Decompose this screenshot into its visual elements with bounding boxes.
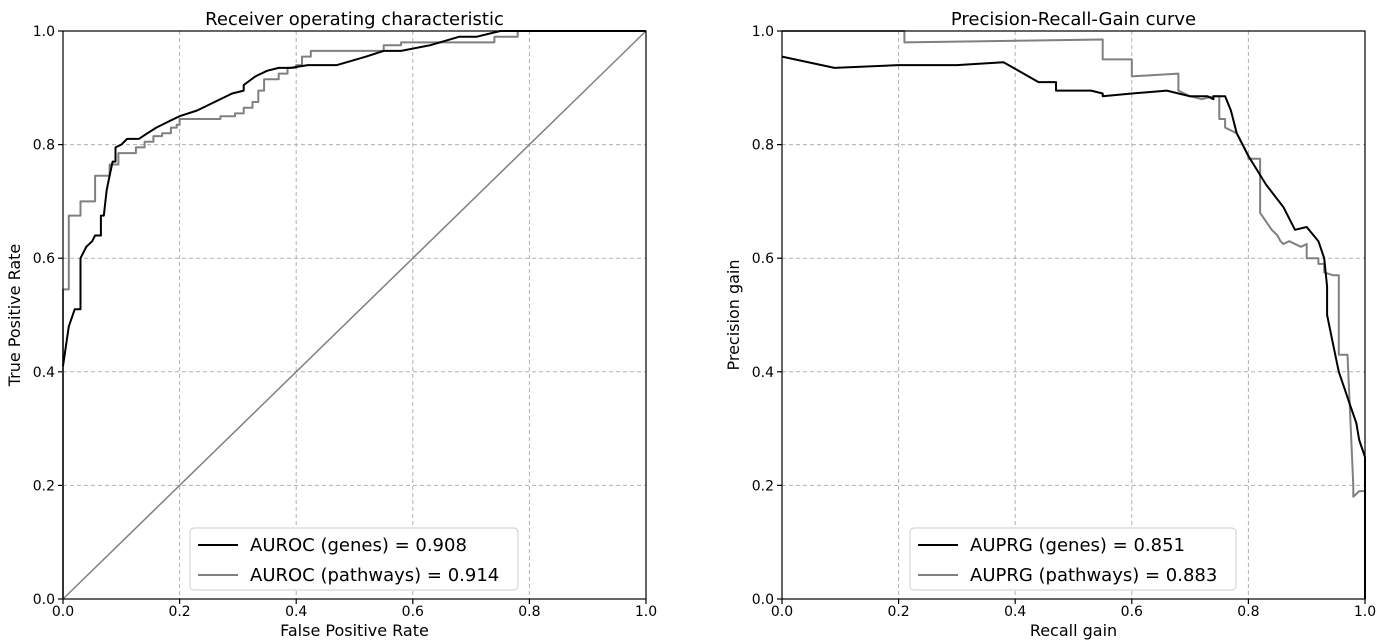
y-tick-label: 0.8 [752,138,774,154]
y-tick-label: 0.8 [33,138,55,154]
legend-label: AUROC (genes) = 0.908 [250,535,467,556]
x-axis-label: False Positive Rate [280,621,429,640]
chart-panel-2: 0.0 0.2 0.4 0.6 0.8 1.0 0.0 0.2 0.4 0.6 0.8 1.0 Prec… [724,9,1376,640]
y-tick-label: 0.6 [752,251,774,267]
chart-title: Receiver operating characteristic [205,9,504,30]
series-line-genes [781,55,1366,599]
plot-area [782,31,1365,599]
legend-label: AUPRG (genes) = 0.851 [970,535,1185,556]
y-tick-label: 0.4 [752,365,774,381]
series-line-pathways [782,30,1366,599]
x-tick-label: 1.0 [635,604,657,620]
series-line-genes [62,30,646,367]
y-tick-label: 0.2 [752,478,774,494]
legend-box [189,527,519,591]
plot-frame [62,30,647,600]
y-tick-label: 0.6 [33,251,55,267]
x-tick-label: 0.0 [771,604,793,620]
legend-label: AUPRG (pathways) = 0.883 [970,565,1217,586]
y-tick-label: 1.0 [752,24,774,40]
x-tick-label: 0.2 [887,604,909,620]
legend-box [909,527,1237,591]
y-tick-label: 0.2 [33,478,55,494]
legend: AUROC (genes) = 0.908 AUROC (pathways) = … [189,527,519,591]
x-tick-label: 0.4 [1004,604,1026,620]
chance-diagonal-line [62,30,647,600]
x-tick-label: 0.6 [402,604,424,620]
y-axis-label: Precision gain [724,259,743,370]
x-tick-label: 1.0 [1354,604,1376,620]
plot-frame [781,30,1366,600]
y-axis-label: True Positive Rate [5,244,24,388]
chart-title: Precision-Recall-Gain curve [951,9,1196,30]
x-tick-label: 0.6 [1121,604,1143,620]
y-tick-label: 0.0 [752,592,774,608]
x-tick-label: 0.8 [518,604,540,620]
chart-panel-1: 0.0 0.2 0.4 0.6 0.8 1.0 0.0 0.2 0.4 0.6 0.8 1.0 Rece… [5,9,657,640]
x-tick-label: 0.8 [1237,604,1259,620]
x-tick-label: 0.0 [52,604,74,620]
series-line-pathways [62,30,646,599]
y-tick-label: 0.0 [33,592,55,608]
y-tick-label: 1.0 [33,24,55,40]
legend: AUPRG (genes) = 0.851 AUPRG (pathways) = … [909,527,1237,591]
x-axis-label: Recall gain [1030,621,1117,640]
legend-label: AUROC (pathways) = 0.914 [250,565,499,586]
y-tick-label: 0.4 [33,365,55,381]
x-tick-label: 0.4 [285,604,307,620]
x-tick-label: 0.2 [168,604,190,620]
